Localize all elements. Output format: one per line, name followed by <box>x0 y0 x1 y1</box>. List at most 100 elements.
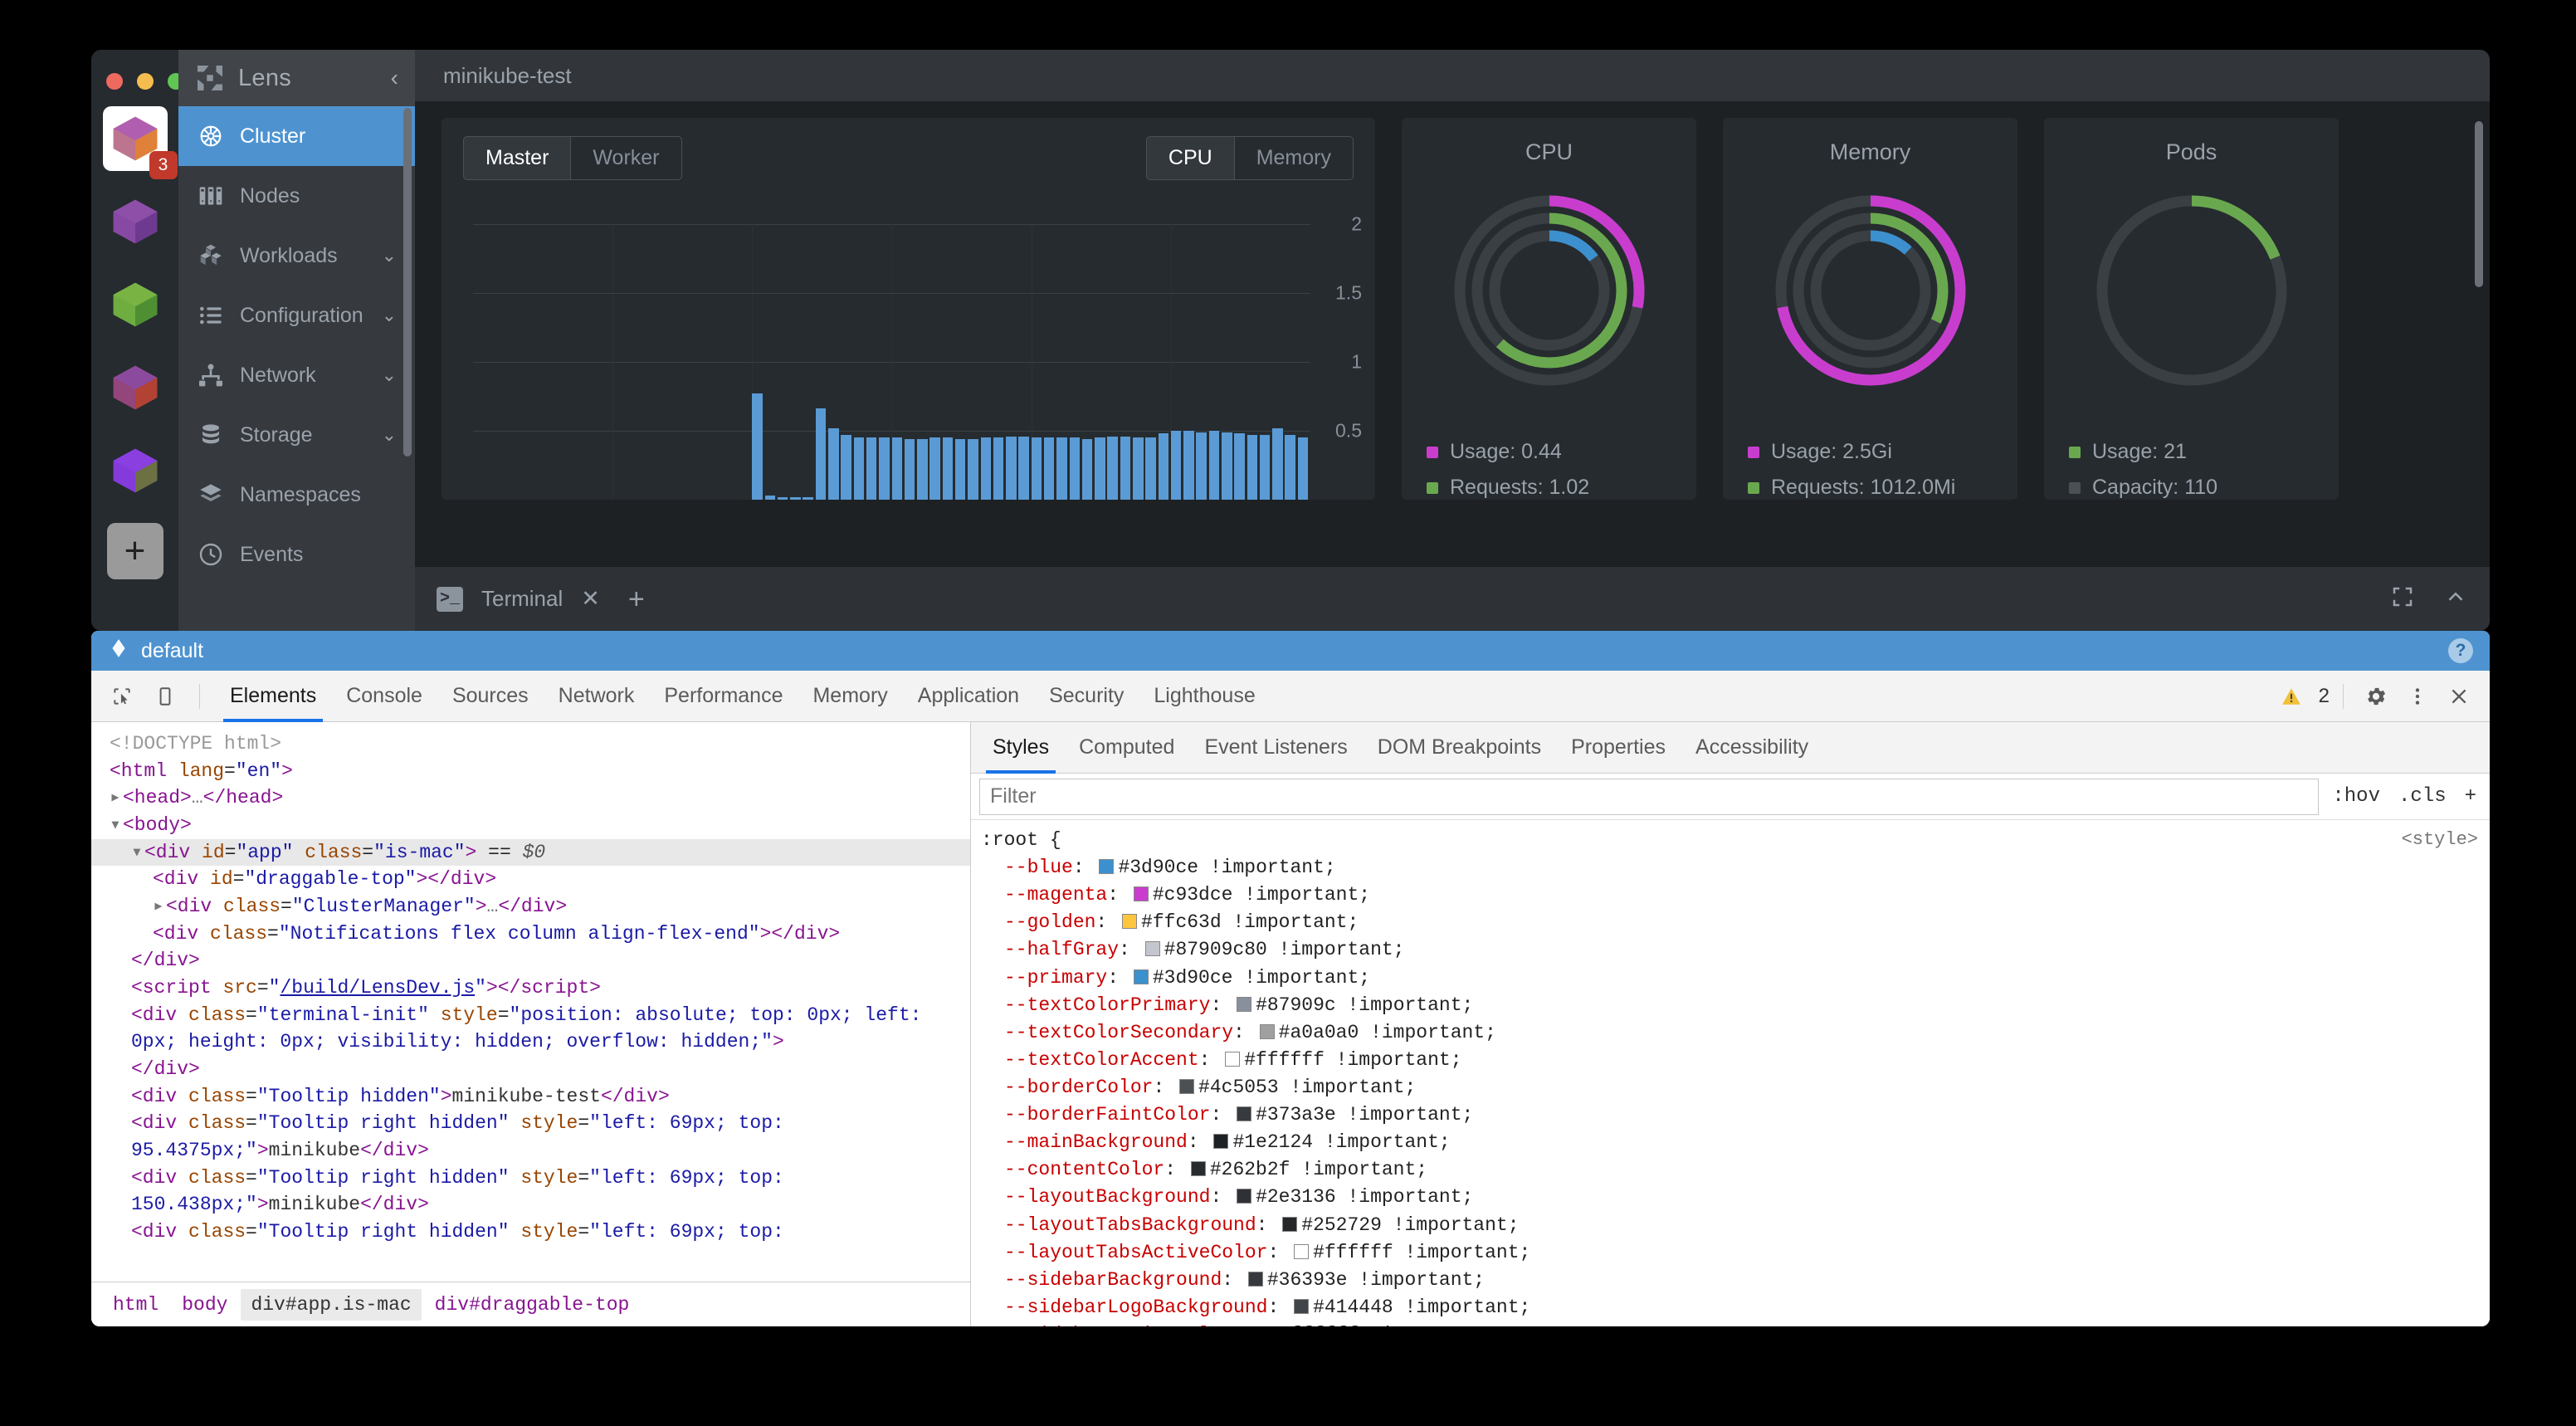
color-swatch[interactable] <box>1225 1051 1241 1067</box>
gear-icon[interactable] <box>2357 677 2395 715</box>
cluster-icon-3[interactable] <box>103 272 168 337</box>
css-declaration[interactable]: --layoutTabsActiveColor: #ffffff !import… <box>1004 1241 1531 1263</box>
color-swatch[interactable] <box>1144 941 1160 957</box>
dom-node[interactable]: <div id="draggable-top"></div> <box>153 868 497 891</box>
color-swatch[interactable] <box>1259 1023 1275 1039</box>
dom-node[interactable]: <div class="Tooltip right hidden" style=… <box>131 1220 784 1243</box>
sidebar-item-network[interactable]: Network ⌄ <box>178 345 415 405</box>
color-swatch[interactable] <box>1294 1243 1310 1259</box>
dashboard-scrollbar[interactable] <box>2475 121 2483 287</box>
tab-performance[interactable]: Performance <box>664 684 783 707</box>
color-swatch[interactable] <box>1237 996 1252 1012</box>
styles-tab-event-listeners[interactable]: Event Listeners <box>1204 735 1348 759</box>
minimize-window-button[interactable] <box>137 73 154 90</box>
css-declaration[interactable]: --magenta: #c93dce !important; <box>1004 884 1371 906</box>
sidebar-item-storage[interactable]: Storage ⌄ <box>178 405 415 465</box>
dom-node[interactable]: <html lang="en"> <box>110 759 293 782</box>
close-window-button[interactable] <box>106 73 123 90</box>
tab-sources[interactable]: Sources <box>451 684 529 707</box>
styles-tab-dom-breakpoints[interactable]: DOM Breakpoints <box>1377 735 1542 759</box>
close-icon[interactable] <box>2440 677 2478 715</box>
css-declaration[interactable]: --primary: #3d90ce !important; <box>1004 966 1371 989</box>
add-cluster-button[interactable]: + <box>106 523 163 579</box>
cluster-icon-4[interactable] <box>103 355 168 420</box>
tab-lighthouse[interactable]: Lighthouse <box>1154 684 1256 707</box>
hov-toggle[interactable]: :hov <box>2332 785 2380 808</box>
terminal-tab-label[interactable]: Terminal <box>481 586 564 611</box>
role-toggle-master[interactable]: Master <box>463 136 572 180</box>
css-declaration[interactable]: --borderFaintColor: #373a3e !important; <box>1004 1104 1474 1126</box>
terminal-add-icon[interactable]: + <box>627 583 645 615</box>
css-declaration[interactable]: --textColorAccent: #ffffff !important; <box>1004 1048 1462 1071</box>
color-swatch[interactable] <box>1237 1189 1252 1204</box>
sidebar-scrollbar[interactable] <box>403 108 412 457</box>
css-declaration[interactable]: --textColorSecondary: #a0a0a0 !important… <box>1004 1021 1496 1043</box>
dom-node[interactable]: <div class="Notifications flex column al… <box>153 922 841 945</box>
color-swatch[interactable] <box>1213 1134 1229 1150</box>
css-declaration[interactable]: --mainBackground: #1e2124 !important; <box>1004 1131 1451 1154</box>
warning-triangle-icon[interactable] <box>2272 677 2310 715</box>
styles-tab-accessibility[interactable]: Accessibility <box>1695 735 1809 759</box>
color-swatch[interactable] <box>1190 1161 1206 1177</box>
color-swatch[interactable] <box>1237 1106 1252 1122</box>
role-toggle-worker[interactable]: Worker <box>571 136 682 180</box>
expand-icon[interactable] <box>2390 584 2415 613</box>
kebab-menu-icon[interactable] <box>2398 677 2437 715</box>
terminal-close-icon[interactable]: ✕ <box>581 586 600 611</box>
css-declaration[interactable]: --golden: #ffc63d !important; <box>1004 911 1359 934</box>
cls-toggle[interactable]: .cls <box>2398 785 2447 808</box>
color-swatch[interactable] <box>1099 859 1115 875</box>
css-declaration[interactable]: --textColorPrimary: #87909c !important; <box>1004 994 1474 1016</box>
color-swatch[interactable] <box>1122 914 1138 930</box>
color-swatch[interactable] <box>1282 1216 1298 1232</box>
styles-filter-input[interactable] <box>979 778 2320 815</box>
cluster-icon-1[interactable]: 3 <box>102 106 178 179</box>
css-declaration[interactable]: --borderColor: #4c5053 !important; <box>1004 1076 1417 1098</box>
css-declaration[interactable]: --sidebarLogoBackground: #414448 !import… <box>1004 1296 1531 1318</box>
tab-security[interactable]: Security <box>1049 684 1125 707</box>
cluster-icon-2[interactable] <box>103 189 168 254</box>
sidebar-item-configuration[interactable]: Configuration ⌄ <box>178 286 415 345</box>
tab-console[interactable]: Console <box>346 684 422 707</box>
sidebar-item-namespaces[interactable]: Namespaces <box>178 465 415 525</box>
dom-node[interactable]: <script src="/build/LensDev.js"></script… <box>131 976 601 999</box>
tab-elements[interactable]: Elements <box>215 671 331 722</box>
color-swatch[interactable] <box>1133 886 1149 902</box>
new-style-rule-button[interactable]: + <box>2464 785 2476 808</box>
css-declaration[interactable]: --layoutBackground: #2e3136 !important; <box>1004 1186 1474 1209</box>
sidebar-collapse-icon[interactable]: ‹ <box>390 65 398 90</box>
dom-node[interactable]: ▸<div class="ClusterManager">…</div> <box>153 895 568 917</box>
breadcrumb-item[interactable]: html <box>113 1293 159 1316</box>
dom-node[interactable]: <div class="Tooltip right hidden" style=… <box>131 1112 796 1161</box>
metric-toggle-cpu[interactable]: CPU <box>1145 136 1235 180</box>
chevron-down-icon[interactable]: ⌄ <box>381 305 397 325</box>
dom-tree[interactable]: <!DOCTYPE html> <html lang="en"> ▸<head>…<… <box>91 722 970 1282</box>
cluster-icon-5[interactable] <box>103 438 168 503</box>
dom-node[interactable]: ▾<body> <box>110 813 192 836</box>
color-swatch[interactable] <box>1133 969 1149 984</box>
css-declaration[interactable]: --blue: #3d90ce !important; <box>1004 857 1336 879</box>
dom-node[interactable]: </div> <box>131 1057 200 1080</box>
color-swatch[interactable] <box>1179 1078 1195 1094</box>
style-source-link[interactable]: <style> <box>2401 829 2478 850</box>
chevron-down-icon[interactable]: ⌄ <box>381 424 397 445</box>
tab-network[interactable]: Network <box>558 684 635 707</box>
styles-tab-computed[interactable]: Computed <box>1079 735 1175 759</box>
dom-node[interactable]: </div> <box>131 950 200 972</box>
breadcrumb-item[interactable]: body <box>182 1293 228 1316</box>
dom-node[interactable]: <div class="terminal-init" style="positi… <box>131 1004 934 1053</box>
css-declaration[interactable]: --layoutTabsBackground: #252729 !importa… <box>1004 1214 1520 1236</box>
color-swatch[interactable] <box>1294 1298 1310 1314</box>
dom-node[interactable]: ▾<div id="app" class="is-mac"> == $0 <box>91 838 970 867</box>
chevron-up-icon[interactable] <box>2443 584 2468 613</box>
styles-tab-properties[interactable]: Properties <box>1571 735 1666 759</box>
sidebar-item-cluster[interactable]: Cluster <box>178 106 415 166</box>
tab-memory[interactable]: Memory <box>812 684 888 707</box>
sidebar-item-events[interactable]: Events <box>178 525 415 584</box>
sidebar-item-nodes[interactable]: Nodes <box>178 166 415 226</box>
devtools-help-button[interactable]: ? <box>2448 638 2473 663</box>
sidebar-item-workloads[interactable]: Workloads ⌄ <box>178 226 415 286</box>
metric-toggle-memory[interactable]: Memory <box>1234 136 1354 180</box>
styles-tab-styles[interactable]: Styles <box>978 722 1064 774</box>
css-declaration[interactable]: --contentColor: #262b2f !important; <box>1004 1159 1428 1181</box>
